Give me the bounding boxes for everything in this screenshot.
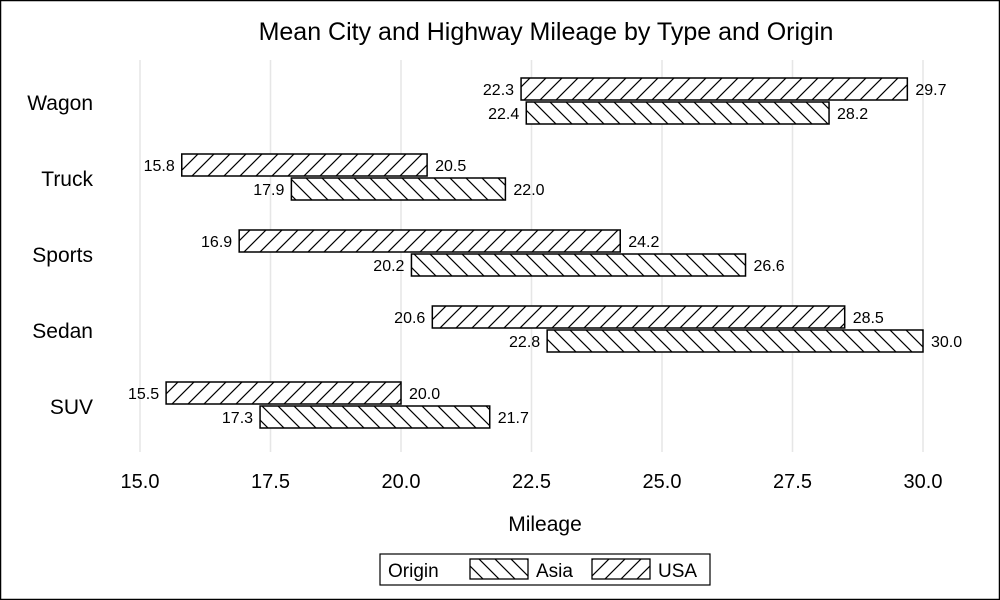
legend-label-asia: Asia: [536, 561, 573, 582]
legend-label-usa: USA: [658, 561, 697, 582]
data-label-high: 28.5: [853, 310, 884, 327]
data-label-low: 20.2: [373, 258, 404, 275]
category-label-sports: Sports: [32, 244, 93, 267]
data-label-low: 22.4: [488, 106, 519, 123]
bars: [165, 77, 924, 429]
data-label-low: 17.9: [253, 182, 284, 199]
bar-usa-truck: [181, 153, 428, 177]
data-label-low: 20.6: [394, 310, 425, 327]
x-axis-ticks: 15.0 17.5 20.0 22.5 25.0 27.5 30.0: [121, 471, 943, 493]
data-label-low: 22.8: [509, 334, 540, 351]
bar-usa-sports: [238, 229, 621, 253]
bar-asia-sedan: [546, 329, 924, 353]
bar-asia-sports: [410, 253, 747, 277]
data-label-high: 26.6: [754, 258, 785, 275]
legend-title: Origin: [388, 561, 439, 582]
category-axis: Wagon Truck Sports Sedan SUV: [27, 92, 93, 419]
chart-title: Mean City and Highway Mileage by Type an…: [259, 18, 834, 46]
legend-swatch-asia: [469, 558, 529, 580]
data-label-high: 21.7: [498, 410, 529, 427]
x-tick-label: 15.0: [121, 471, 160, 493]
category-label-sedan: Sedan: [32, 320, 93, 343]
data-labels: 22.3 29.7 15.8 20.5 16.9 24.2 20.6 28.5 15.5 20.0…: [128, 82, 962, 427]
data-label-high: 30.0: [931, 334, 962, 351]
legend: Origin Asia USA: [379, 553, 711, 586]
bar-asia-wagon: [525, 101, 830, 125]
x-tick-label: 20.0: [382, 471, 421, 493]
data-label-high: 22.0: [513, 182, 544, 199]
legend-box: [379, 553, 711, 586]
bar-asia-truck: [290, 177, 507, 201]
category-label-suv: SUV: [50, 396, 93, 419]
x-tick-label: 27.5: [773, 471, 812, 493]
bar-usa-wagon: [520, 77, 909, 101]
category-label-wagon: Wagon: [27, 92, 93, 115]
data-label-low: 15.8: [144, 158, 175, 175]
category-label-truck: Truck: [41, 168, 93, 191]
x-tick-label: 22.5: [512, 471, 551, 493]
data-label-low: 22.3: [483, 82, 514, 99]
data-label-high: 20.5: [435, 158, 466, 175]
data-label-low: 15.5: [128, 386, 159, 403]
bar-usa-suv: [165, 381, 402, 405]
x-axis-title: Mileage: [508, 513, 582, 536]
data-label-high: 20.0: [409, 386, 440, 403]
data-label-low: 17.3: [222, 410, 253, 427]
bar-asia-suv: [259, 405, 491, 429]
data-label-high: 29.7: [915, 82, 946, 99]
x-tick-label: 25.0: [643, 471, 682, 493]
data-label-high: 24.2: [628, 234, 659, 251]
legend-swatch-usa: [591, 558, 651, 580]
data-label-low: 16.9: [201, 234, 232, 251]
x-tick-label: 17.5: [251, 471, 290, 493]
bar-usa-sedan: [431, 305, 846, 329]
x-tick-label: 30.0: [904, 471, 943, 493]
data-label-high: 28.2: [837, 106, 868, 123]
